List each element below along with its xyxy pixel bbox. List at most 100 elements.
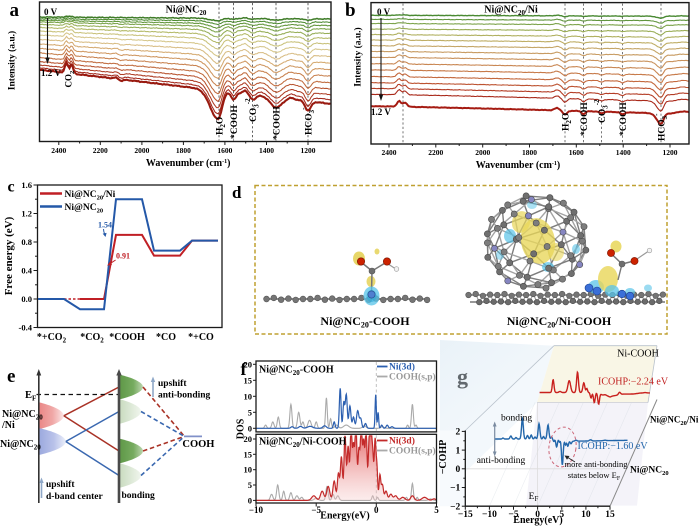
- svg-text:Ni(3d): Ni(3d): [389, 362, 415, 373]
- svg-text:2200: 2200: [428, 148, 443, 157]
- svg-text:10: 10: [581, 510, 591, 520]
- svg-text:*COOH: *COOH: [230, 105, 240, 139]
- svg-text:Energy(eV): Energy(eV): [513, 515, 562, 526]
- svg-text:more anti-bonding: more anti-bonding: [564, 459, 628, 469]
- svg-text:CO2​: CO2​: [64, 71, 77, 88]
- svg-text:−2: −2: [450, 502, 460, 512]
- svg-text:COOH: COOH: [182, 439, 214, 450]
- svg-text:5: 5: [248, 480, 252, 490]
- svg-text:Ni@NC20​/Ni: Ni@NC20​/Ni: [650, 415, 699, 428]
- svg-text:1.2 V: 1.2 V: [41, 68, 61, 78]
- svg-text:Intensity (a.u.): Intensity (a.u.): [353, 27, 364, 86]
- svg-text:bonding: bonding: [122, 491, 156, 501]
- svg-text:2000: 2000: [134, 146, 149, 155]
- svg-text:Ni@NC20​/Ni-COOH: Ni@NC20​/Ni-COOH: [259, 437, 347, 450]
- svg-text:20: 20: [244, 359, 253, 369]
- svg-text:10: 10: [244, 391, 253, 401]
- svg-text:1400: 1400: [616, 148, 631, 157]
- svg-text:0: 0: [248, 495, 252, 505]
- svg-text:−1: −1: [450, 484, 460, 494]
- svg-text:10: 10: [244, 465, 253, 475]
- svg-text:*CO2​: *CO2​: [80, 332, 104, 345]
- svg-text:d-band center: d-band center: [46, 492, 104, 502]
- svg-text:15: 15: [605, 510, 615, 520]
- svg-text:1200: 1200: [301, 146, 316, 155]
- svg-text:*COOH: *COOH: [619, 102, 629, 136]
- svg-text:1: 1: [456, 446, 461, 456]
- svg-text:EF: EF: [25, 390, 36, 403]
- svg-text:Ni@NC20​/Ni: Ni@NC20​/Ni: [484, 5, 538, 18]
- svg-text:c: c: [8, 179, 15, 196]
- svg-text:Ni@NC20​/Ni-COOH: Ni@NC20​/Ni-COOH: [507, 314, 612, 330]
- svg-text:EF: EF: [529, 492, 539, 503]
- svg-text:upshift: upshift: [46, 480, 75, 490]
- svg-text:15: 15: [244, 449, 253, 459]
- svg-text:0.8: 0.8: [21, 237, 32, 247]
- svg-text:anti-bonding: anti-bonding: [477, 456, 526, 466]
- svg-text:1.2 V: 1.2 V: [371, 107, 391, 117]
- svg-text:1600: 1600: [569, 148, 584, 157]
- svg-text:COOH(s,p): COOH(s,p): [389, 446, 436, 457]
- svg-text:0: 0: [374, 505, 379, 515]
- svg-text:2400: 2400: [382, 148, 397, 157]
- svg-text:Ni-COOH: Ni-COOH: [617, 349, 659, 360]
- svg-text:15: 15: [244, 375, 253, 385]
- svg-text:1600: 1600: [217, 146, 232, 155]
- svg-text:−10: −10: [249, 505, 264, 515]
- svg-text:Ni@NC20​-COOH: Ni@NC20​-COOH: [259, 365, 334, 378]
- svg-text:20: 20: [244, 434, 253, 444]
- svg-text:2400: 2400: [51, 146, 66, 155]
- svg-text:states below EF: states below EF: [568, 470, 621, 482]
- svg-text:Intensity (a.u.): Intensity (a.u.): [7, 31, 18, 90]
- svg-text:0: 0: [535, 510, 540, 520]
- svg-text:*COOH: *COOH: [580, 102, 590, 136]
- svg-text:−15: −15: [458, 510, 473, 520]
- svg-text:0: 0: [456, 465, 461, 475]
- svg-text:Ni@NC20​: Ni@NC20​: [65, 203, 104, 215]
- svg-text:Ni@NC20​: Ni@NC20​: [0, 439, 41, 452]
- svg-text:ICOHP:−1.60 eV: ICOHP:−1.60 eV: [578, 441, 649, 452]
- svg-text:1200: 1200: [663, 148, 678, 157]
- svg-text:Ni@NC20​: Ni@NC20​: [2, 409, 43, 422]
- svg-text:Wavenumber (cm-1): Wavenumber (cm-1): [476, 160, 561, 171]
- svg-text:0: 0: [248, 423, 252, 433]
- svg-text:Free energy (eV): Free energy (eV): [3, 216, 15, 295]
- svg-text:COOH(s,p): COOH(s,p): [389, 372, 436, 383]
- svg-text:*+CO: *+CO: [188, 332, 214, 343]
- svg-text:Wavenumber (cm-1): Wavenumber (cm-1): [146, 158, 231, 169]
- svg-text:5: 5: [248, 407, 252, 417]
- svg-text:2200: 2200: [93, 146, 108, 155]
- svg-text:−5: −5: [508, 510, 518, 520]
- svg-text:−COHP: −COHP: [438, 440, 449, 475]
- svg-text:5: 5: [559, 510, 564, 520]
- svg-text:1.2: 1.2: [21, 209, 32, 219]
- svg-text:0 V: 0 V: [377, 7, 391, 17]
- svg-text:Energy(eV): Energy(eV): [320, 511, 369, 522]
- svg-text:*+CO2​: *+CO2​: [37, 332, 67, 345]
- svg-text:0.4: 0.4: [21, 266, 32, 276]
- svg-text:HCO3​-: HCO3​-: [653, 113, 670, 141]
- svg-text:d: d: [232, 183, 242, 202]
- svg-text:e: e: [7, 366, 15, 387]
- svg-text:Ni@NC20​/Ni: Ni@NC20​/Ni: [65, 190, 116, 202]
- svg-text:H2​O: H2​O: [562, 113, 574, 131]
- svg-text:-0.4: -0.4: [19, 323, 33, 333]
- svg-text:*COOH: *COOH: [109, 332, 145, 343]
- svg-text:Ni@NC20​: Ni@NC20​: [630, 466, 669, 478]
- svg-text:bonding: bonding: [501, 414, 532, 424]
- svg-text:Ni(3d): Ni(3d): [389, 436, 415, 447]
- svg-text:1800: 1800: [176, 146, 191, 155]
- svg-text:ICOHP:−2.24 eV: ICOHP:−2.24 eV: [598, 377, 669, 388]
- svg-text:1400: 1400: [259, 146, 274, 155]
- svg-text:Ni@NC20​: Ni@NC20​: [166, 5, 207, 18]
- svg-text:a: a: [10, 0, 20, 21]
- svg-text:0 V: 0 V: [44, 7, 58, 17]
- svg-text:1.54: 1.54: [98, 221, 112, 230]
- svg-text:2000: 2000: [475, 148, 490, 157]
- svg-text:DOS: DOS: [236, 418, 247, 439]
- svg-text:5: 5: [434, 505, 439, 515]
- svg-text:H2​O: H2​O: [216, 117, 228, 135]
- svg-text:*COOH: *COOH: [273, 106, 283, 140]
- svg-text:2: 2: [456, 428, 461, 438]
- svg-text:b: b: [345, 0, 356, 21]
